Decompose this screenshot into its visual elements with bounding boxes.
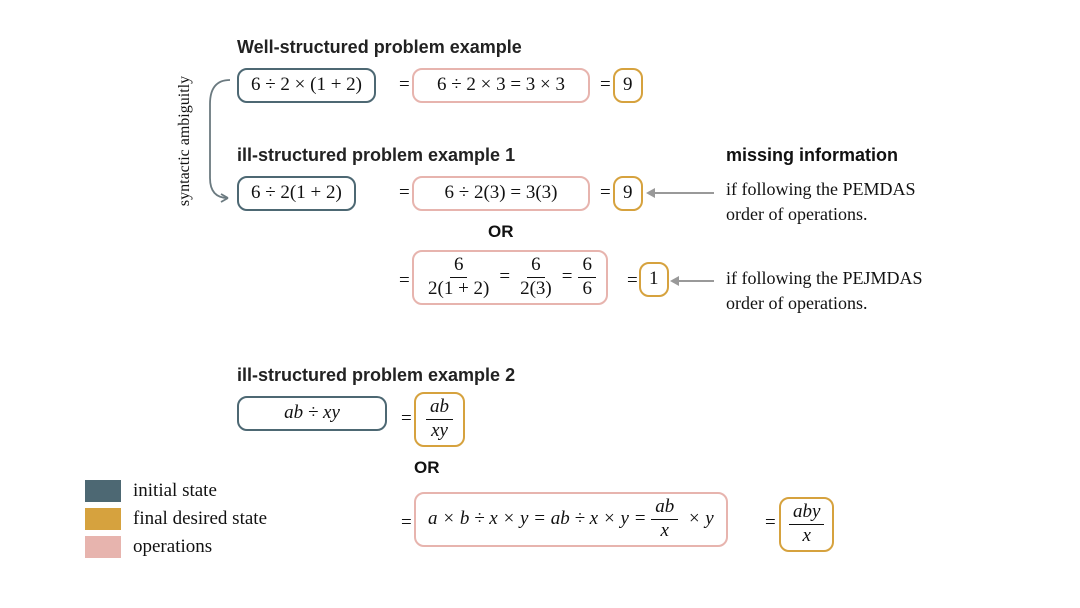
heading-missing: missing information — [726, 145, 898, 166]
heading-ill2: ill-structured problem example 2 — [237, 365, 515, 386]
info-line: order of operations. — [726, 202, 916, 227]
info-line: if following the PEJMDAS — [726, 266, 923, 291]
legend: initial state final desired state operat… — [85, 480, 267, 558]
box-final-ill2-b: abyx — [779, 497, 834, 552]
or-label-1: OR — [488, 222, 514, 242]
info-line: order of operations. — [726, 291, 923, 316]
box-final-ill1-b: 1 — [639, 262, 669, 297]
box-ops-well: 6 ÷ 2 × 3 = 3 × 3 — [412, 68, 590, 103]
arrow-line — [678, 280, 714, 282]
box-initial-ill2: ab ÷ xy — [237, 396, 387, 431]
info-pemdas: if following the PEMDAS order of operati… — [726, 177, 916, 227]
or-label-2: OR — [414, 458, 440, 478]
legend-swatch-initial — [85, 480, 121, 502]
side-label-syntactic: syntactic ambiguitly — [176, 76, 194, 206]
box-initial-well: 6 ÷ 2 × (1 + 2) — [237, 68, 376, 103]
legend-swatch-ops — [85, 536, 121, 558]
arrow-head-icon — [646, 188, 655, 198]
arrow-head-icon — [670, 276, 679, 286]
heading-ill1: ill-structured problem example 1 — [237, 145, 515, 166]
box-ops-ill1-a: 6 ÷ 2(3) = 3(3) — [412, 176, 590, 211]
bracket-icon — [200, 70, 234, 210]
box-final-well: 9 — [613, 68, 643, 103]
box-ops-ill1-b: 62(1 + 2) = 62(3) = 66 — [412, 250, 608, 305]
legend-label: initial state — [125, 480, 217, 501]
box-initial-ill1: 6 ÷ 2(1 + 2) — [237, 176, 356, 211]
box-ops-final-ill2-a: abxy — [414, 392, 465, 447]
info-pejmdas: if following the PEJMDAS order of operat… — [726, 266, 923, 316]
info-line: if following the PEMDAS — [726, 177, 916, 202]
arrow-line — [654, 192, 714, 194]
legend-label: final desired state — [125, 508, 267, 529]
box-ops-ill2-b: a × b ÷ x × y = ab ÷ x × y = abx × y — [414, 492, 728, 547]
heading-well: Well-structured problem example — [237, 37, 522, 58]
legend-swatch-final — [85, 508, 121, 530]
box-final-ill1-a: 9 — [613, 176, 643, 211]
legend-label: operations — [125, 536, 212, 557]
